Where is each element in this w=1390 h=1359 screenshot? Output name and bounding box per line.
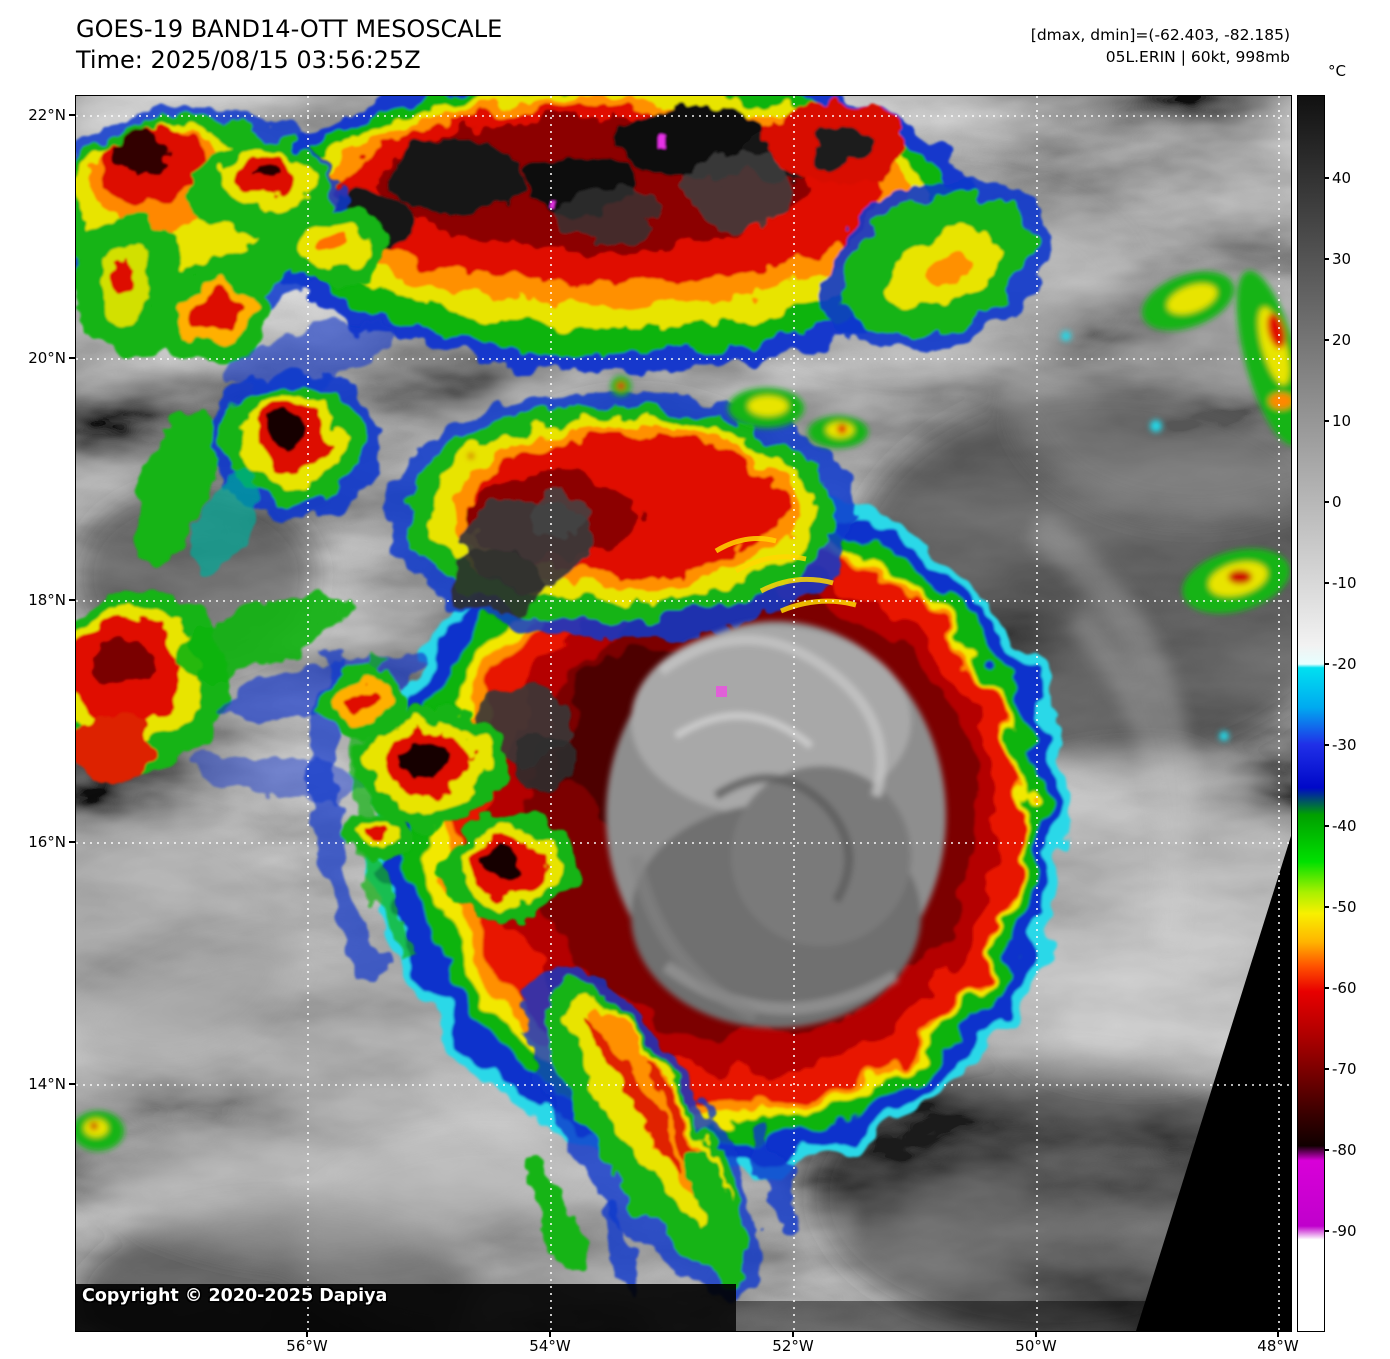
y-axis-tick (69, 1083, 75, 1085)
lon-label-56w: 56°W (286, 1337, 328, 1355)
colorbar-tickmark (1324, 1149, 1329, 1151)
y-axis-tick (69, 114, 75, 116)
colorbar-tick-m60: -60 (1332, 979, 1357, 997)
y-axis-tick (69, 599, 75, 601)
colorbar-tick-40: 40 (1332, 169, 1352, 187)
colorbar-tick-0: 0 (1332, 493, 1342, 511)
top-convective-complex (221, 96, 1049, 371)
lat-label-18n: 18°N (28, 591, 66, 609)
colorbar-tick-m80: -80 (1332, 1141, 1357, 1159)
y-axis-tick (69, 841, 75, 843)
colorbar-tickmark (1324, 744, 1329, 746)
x-axis-tick (792, 1331, 794, 1337)
south-tail-convection (524, 965, 801, 1301)
northwest-cells (76, 106, 394, 582)
colorbar-tickmark (1324, 906, 1329, 908)
colorbar-tickmark (1324, 582, 1329, 584)
lon-label-48w: 48°W (1257, 1337, 1299, 1355)
dmax-dmin-readout: [dmax, dmin]=(-62.403, -82.185) (1030, 26, 1290, 44)
colorbar-tick-m70: -70 (1332, 1060, 1357, 1078)
temperature-colorbar (1297, 95, 1325, 1332)
lon-label-52w: 52°W (772, 1337, 814, 1355)
storm-center-marker (716, 686, 727, 697)
colorbar-unit-label: °C (1328, 62, 1346, 80)
colorbar-tickmark (1324, 339, 1329, 341)
colorbar-tickmark (1324, 1230, 1329, 1232)
colorbar-tick-m30: -30 (1332, 736, 1357, 754)
storm-info: 05L.ERIN | 60kt, 998mb (1105, 48, 1290, 66)
header-left: GOES-19 BAND14-OTT MESOSCALE Time: 2025/… (76, 14, 502, 76)
lon-label-54w: 54°W (529, 1337, 571, 1355)
colorbar-tick-10: 10 (1332, 412, 1352, 430)
colorbar-tick-30: 30 (1332, 250, 1352, 268)
colorbar-tick-m20: -20 (1332, 655, 1357, 673)
grid-lines (76, 96, 1291, 1331)
no-data-regions (76, 836, 1291, 1331)
lat-label-22n: 22°N (28, 106, 66, 124)
copyright-text: Copyright © 2020-2025 Dapiya (82, 1286, 388, 1306)
colorbar-tick-m50: -50 (1332, 898, 1357, 916)
colorbar-tickmark (1324, 501, 1329, 503)
lat-label-14n: 14°N (28, 1075, 66, 1093)
satellite-image (76, 96, 1291, 1331)
y-axis-tick (69, 357, 75, 359)
west-cells (76, 591, 576, 982)
colorbar-tickmark (1324, 177, 1329, 179)
x-axis-tick (1277, 1331, 1279, 1337)
page-title: GOES-19 BAND14-OTT MESOSCALE (76, 15, 503, 43)
colorbar-tickmark (1324, 663, 1329, 665)
colorbar-tick-m10: -10 (1332, 574, 1357, 592)
x-axis-tick (1035, 1331, 1037, 1337)
colorbar-tickmark (1324, 987, 1329, 989)
colorbar-tickmark (1324, 1068, 1329, 1070)
colorbar-tick-m90: -90 (1332, 1222, 1357, 1240)
map-frame: Copyright © 2020-2025 Dapiya (75, 95, 1292, 1332)
colorbar-tickmark (1324, 825, 1329, 827)
timestamp: Time: 2025/08/15 03:56:25Z (76, 46, 421, 74)
x-axis-tick (306, 1331, 308, 1337)
colorbar-tick-m40: -40 (1332, 817, 1357, 835)
lon-label-50w: 50°W (1015, 1337, 1057, 1355)
colorbar-tickmark (1324, 420, 1329, 422)
colorbar-tick-20: 20 (1332, 331, 1352, 349)
header-right: [dmax, dmin]=(-62.403, -82.185) 05L.ERIN… (1031, 24, 1290, 68)
x-axis-tick (549, 1331, 551, 1337)
lat-label-16n: 16°N (28, 833, 66, 851)
colorbar-tickmark (1324, 258, 1329, 260)
scattered-cells (76, 270, 1291, 1151)
lat-label-20n: 20°N (28, 349, 66, 367)
storm-warm-core (606, 621, 946, 1028)
